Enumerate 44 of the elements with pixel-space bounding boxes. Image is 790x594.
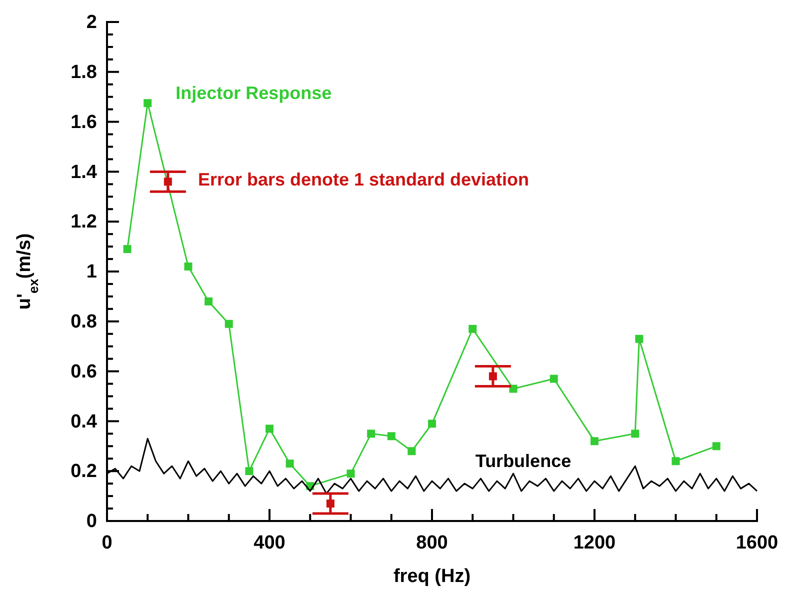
x-tick-label: 1200 <box>573 532 616 554</box>
series-label: Injector Response <box>176 83 332 104</box>
point <box>184 262 192 271</box>
y-tick-label: 0.6 <box>70 361 97 382</box>
point <box>635 334 644 343</box>
series-label: Turbulence <box>475 451 572 472</box>
point <box>672 457 680 466</box>
point <box>550 374 558 383</box>
y-tick-label: 1.4 <box>70 162 98 183</box>
point <box>286 460 294 468</box>
point <box>164 178 172 186</box>
point <box>408 447 416 456</box>
y-tick-label: 1.2 <box>70 212 97 233</box>
y-tick-label: 0.4 <box>70 411 98 432</box>
point <box>590 437 598 446</box>
y-tick-label: 1.8 <box>70 62 97 83</box>
x-tick-label: 1600 <box>736 532 778 554</box>
point <box>326 500 334 508</box>
point <box>367 430 376 438</box>
point <box>144 99 152 108</box>
x-tick-label: 400 <box>254 532 286 554</box>
x-axis-title: freq (Hz) <box>393 566 471 587</box>
y-tick-label: 0 <box>86 511 97 532</box>
point <box>428 420 436 428</box>
x-tick-label: 0 <box>102 532 112 554</box>
y-tick-label: 2 <box>86 12 97 34</box>
point <box>224 320 233 328</box>
point <box>468 324 477 333</box>
y-tick-label: 0.2 <box>70 461 97 482</box>
point <box>266 424 274 433</box>
y-tick-label: 1 <box>86 262 98 283</box>
point <box>346 470 355 478</box>
point <box>631 430 640 438</box>
y-tick-label: 0.8 <box>70 311 97 332</box>
point <box>488 372 497 380</box>
y-tick-label: 1.6 <box>70 112 97 133</box>
x-tick-label: 800 <box>416 532 448 554</box>
point <box>245 467 254 476</box>
point <box>712 442 720 450</box>
point <box>204 297 213 306</box>
annotation: Error bars denote 1 standard deviation <box>198 170 530 190</box>
point <box>509 384 518 393</box>
point <box>123 245 132 254</box>
point <box>387 432 396 440</box>
